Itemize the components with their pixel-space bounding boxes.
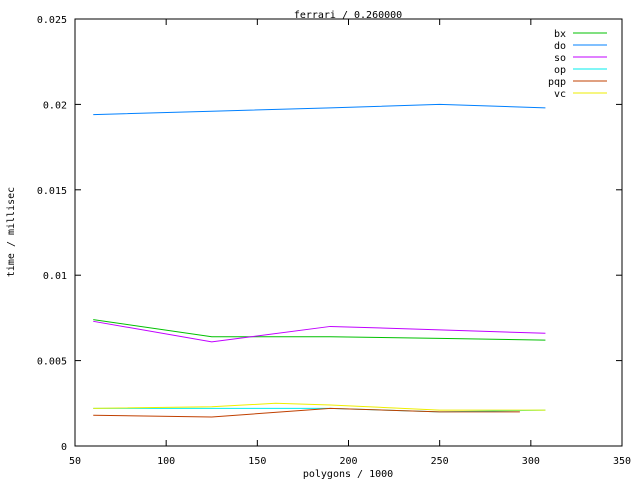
series-line-do xyxy=(93,103,546,116)
y-tick-label: 0.005 xyxy=(37,357,67,368)
plot-frame xyxy=(74,18,623,447)
legend-label-so: so xyxy=(554,53,566,64)
y-axis-label: time / millisec xyxy=(6,187,17,277)
legend-label-pqp: pqp xyxy=(548,77,566,88)
legend-label-do: do xyxy=(554,41,566,52)
series-line-bx xyxy=(93,319,546,341)
x-tick-label: 250 xyxy=(431,456,449,467)
series-line-pqp xyxy=(93,407,520,418)
y-tick-label: 0.025 xyxy=(37,15,67,26)
x-tick-label: 350 xyxy=(613,456,631,467)
x-tick-label: 300 xyxy=(522,456,540,467)
x-tick-label: 150 xyxy=(248,456,266,467)
x-tick-label: 50 xyxy=(69,456,81,467)
x-tick-label: 100 xyxy=(157,456,175,467)
series-line-so xyxy=(93,320,546,343)
y-tick-label: 0.01 xyxy=(43,271,67,282)
x-axis-label: polygons / 1000 xyxy=(303,469,393,480)
y-tick-label: 0 xyxy=(61,442,67,453)
legend-label-bx: bx xyxy=(554,29,566,40)
y-tick-label: 0.02 xyxy=(43,100,67,111)
legend-label-vc: vc xyxy=(554,89,566,100)
legend-label-op: op xyxy=(554,65,566,76)
series-line-vc xyxy=(93,402,546,411)
y-tick-label: 0.015 xyxy=(37,186,67,197)
chart-title: ferrari / 0.260000 xyxy=(294,10,402,21)
x-tick-label: 200 xyxy=(339,456,357,467)
